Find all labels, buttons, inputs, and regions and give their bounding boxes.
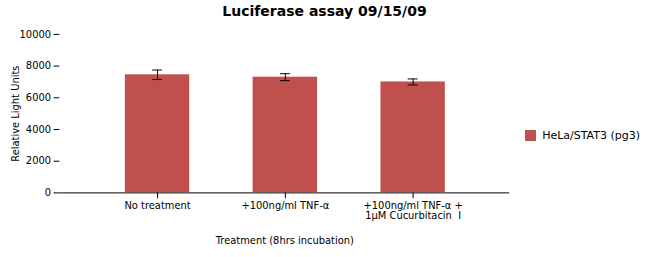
svg-text:8000: 8000: [26, 60, 51, 71]
svg-text:6000: 6000: [26, 92, 51, 103]
svg-text:Treatment (8hrs incubation): Treatment (8hrs incubation): [215, 235, 354, 246]
svg-text:+100ng/ml TNF-α +1μM Cucurbita: +100ng/ml TNF-α +1μM Cucurbitacin I: [364, 200, 463, 221]
svg-text:2000: 2000: [26, 155, 51, 166]
svg-text:Relative Light Units: Relative Light Units: [10, 66, 21, 162]
svg-text:+100ng/ml TNF-α: +100ng/ml TNF-α: [241, 200, 329, 211]
html-text:HeLa/STAT3 (pg3): HeLa/STAT3 (pg3): [542, 129, 641, 143]
svg-text:No treatment: No treatment: [124, 200, 190, 211]
svg-text:0: 0: [45, 187, 51, 198]
html-text:Luciferase assay 09/15/09: Luciferase assay 09/15/09: [222, 3, 427, 19]
svg-text:10000: 10000: [20, 29, 51, 40]
svg-text:4000: 4000: [26, 124, 51, 135]
